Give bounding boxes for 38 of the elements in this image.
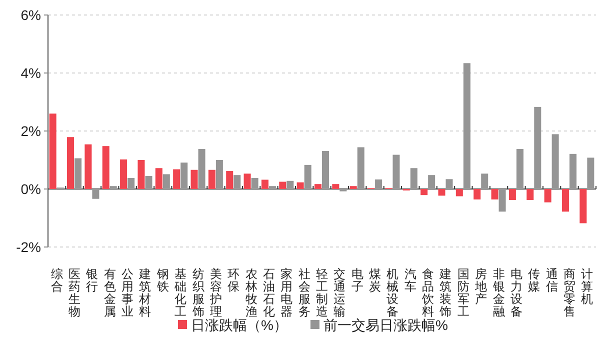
x-tick-label: 家用电器 — [280, 267, 293, 318]
x-tick-label: 汽车 — [404, 267, 416, 294]
x-tick-label: 通信 — [546, 267, 558, 294]
x-tick-label: 综合 — [50, 267, 63, 294]
x-tick-label: 非银金融 — [492, 267, 505, 318]
y-tick-label: 0% — [20, 181, 41, 197]
x-tick-label: 农林牧渔 — [244, 267, 258, 318]
x-tick-label: 社会服务 — [298, 267, 310, 318]
x-tick-label: 基础化工 — [174, 267, 187, 318]
x-tick-label: 房地产 — [474, 267, 488, 306]
x-tick-label: 环保 — [228, 267, 240, 294]
x-tick-label: 有色金属 — [104, 267, 116, 318]
y-tick-label: -2% — [16, 239, 41, 255]
x-tick-label: 电力设备 — [510, 267, 522, 318]
x-tick-label: 石油石化 — [262, 267, 275, 318]
x-tick-label: 建筑材料 — [138, 267, 152, 318]
x-tick-label: 公用事业 — [122, 267, 134, 318]
x-tick-label: 交通运输 — [334, 267, 346, 318]
y-tick-label: 2% — [20, 123, 41, 139]
x-tick-label: 建筑装饰 — [438, 267, 452, 318]
y-tick-label: 6% — [20, 7, 41, 23]
x-tick-label: 钢铁 — [156, 267, 169, 294]
x-tick-label: 机械设备 — [386, 267, 399, 318]
x-tick-label: 计算机 — [581, 267, 594, 306]
x-tick-label: 银行 — [85, 267, 98, 294]
x-tick-label: 医药生物 — [68, 267, 81, 318]
x-tick-label: 商贸零售 — [563, 267, 576, 318]
x-tick-label: 轻工制造 — [316, 267, 328, 318]
legend-label: 前一交易日涨跌幅% — [323, 317, 448, 333]
x-tick-label: 煤炭 — [369, 267, 382, 294]
x-tick-label: 美容护理 — [208, 267, 222, 318]
x-tick-label: 国防军工 — [457, 267, 470, 318]
legend-label: 日涨跌幅（%） — [191, 317, 288, 333]
x-tick-label: 电子 — [351, 267, 364, 294]
y-tick-label: 4% — [20, 65, 41, 81]
x-tick-label: 传媒 — [528, 267, 540, 294]
x-tick-label: 食品饮料 — [421, 267, 434, 318]
x-tick-label: 纺织服饰 — [191, 267, 204, 318]
